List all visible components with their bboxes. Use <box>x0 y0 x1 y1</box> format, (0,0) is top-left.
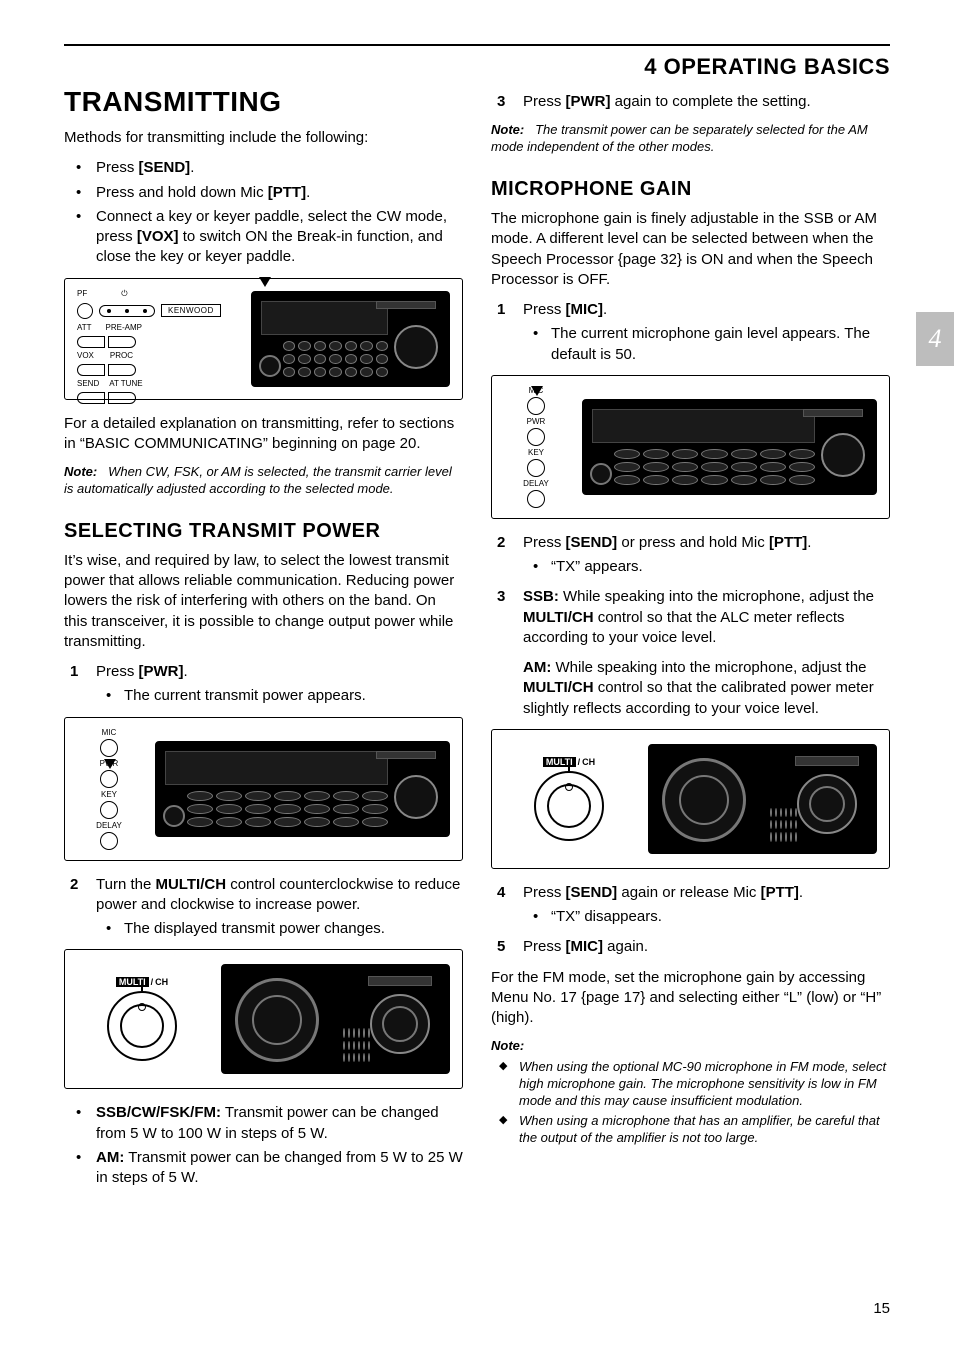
step-3: 3 Press [PWR] again to complete the sett… <box>491 92 890 112</box>
knob-column: MIC PWR KEY DELAY <box>504 386 568 508</box>
radio-diagram <box>251 291 450 387</box>
pwr-knob <box>527 428 545 446</box>
note-bottom-2: When using a microphone that has an ampl… <box>491 1113 890 1147</box>
delay-label: DELAY <box>523 479 549 488</box>
page-number: 15 <box>873 1300 890 1317</box>
mic-steps: 1 Press [MIC]. The current microphone ga… <box>491 300 890 365</box>
heading-select-power: SELECTING TRANSMIT POWER <box>64 520 463 543</box>
mic-step-1: 1 Press [MIC]. The current microphone ga… <box>491 300 890 365</box>
mic-step-2-sub: “TX” appears. <box>523 557 890 577</box>
figure-pwr-knobs: MIC PWR KEY DELAY <box>64 717 463 861</box>
front-panel-diagram: PF ⏻ KENWOOD ATT PRE-AMP VOX PROC <box>77 289 237 389</box>
right-step3: 3 Press [PWR] again to complete the sett… <box>491 92 890 112</box>
arrow-icon <box>531 386 543 396</box>
chapter-tab: 4 <box>916 312 954 366</box>
figure-multich: MULTI/CH <box>64 949 463 1089</box>
mic-knob <box>100 739 118 757</box>
select-power-intro: It’s wise, and required by law, to selec… <box>64 551 463 652</box>
title-transmitting: TRANSMITTING <box>64 86 463 118</box>
method-1: Press [SEND]. <box>64 158 463 178</box>
mic-step-3: 3 SSB: While speaking into the microphon… <box>491 587 890 719</box>
preamp-label: PRE-AMP <box>106 323 142 332</box>
send-attune-buttons <box>77 392 237 404</box>
radio-diagram-large <box>648 744 877 854</box>
mic-step-1-sub: The current microphone gain level appear… <box>523 324 890 365</box>
mic-label: MIC <box>102 728 117 737</box>
pwr-label: PWR <box>527 417 546 426</box>
left-column: TRANSMITTING Methods for transmitting in… <box>64 86 463 1198</box>
key-knob <box>100 801 118 819</box>
figure-front-panel: PF ⏻ KENWOOD ATT PRE-AMP VOX PROC <box>64 278 463 400</box>
top-rule <box>64 44 890 46</box>
after-fig1: For a detailed explanation on transmitti… <box>64 414 463 455</box>
fm-para: For the FM mode, set the microphone gain… <box>491 968 890 1029</box>
vox-label: VOX <box>77 351 94 360</box>
figure-multich-right: MULTI/CH <box>491 729 890 869</box>
mic-step-5: 5 Press [MIC] again. <box>491 937 890 957</box>
method-3: Connect a key or keyer paddle, select th… <box>64 207 463 268</box>
radio-diagram-large <box>221 964 450 1074</box>
step-2: 2 Turn the MULTI/CH control counterclock… <box>64 875 463 940</box>
methods-list: Press [SEND]. Press and hold down Mic [P… <box>64 158 463 267</box>
arrow-icon <box>104 759 116 769</box>
right-column: 3 Press [PWR] again to complete the sett… <box>491 86 890 1198</box>
delay-knob <box>527 490 545 508</box>
step-1: 1 Press [PWR]. The current transmit powe… <box>64 662 463 707</box>
heading-mic-gain: MICROPHONE GAIN <box>491 178 890 201</box>
attune-label: AT TUNE <box>109 379 142 388</box>
section-header: 4 OPERATING BASICS <box>64 54 890 80</box>
delay-knob <box>100 832 118 850</box>
mic-steps-3: 4 Press [SEND] again or release Mic [PTT… <box>491 883 890 958</box>
kenwood-badge: KENWOOD <box>161 304 221 317</box>
step-2-sub: The displayed transmit power changes. <box>96 919 463 939</box>
select-power-steps-2: 2 Turn the MULTI/CH control counterclock… <box>64 875 463 940</box>
send-label: SEND <box>77 379 99 388</box>
pf-label: PF <box>77 289 87 298</box>
proc-label: PROC <box>110 351 133 360</box>
key-knob <box>527 459 545 477</box>
mic-step-4-sub: “TX” disappears. <box>523 907 890 927</box>
note-cw-fsk-am: Note: When CW, FSK, or AM is selected, t… <box>64 464 463 498</box>
pf-bar <box>99 305 155 317</box>
mic-knob <box>527 397 545 415</box>
multich-knob <box>107 991 177 1061</box>
note-bottom-label: Note: <box>491 1038 890 1055</box>
step-1-sub: The current transmit power appears. <box>96 686 463 706</box>
multich-panel: MULTI/CH <box>77 977 207 1061</box>
key-label: KEY <box>101 790 117 799</box>
att-label: ATT <box>77 323 92 332</box>
vox-proc-buttons <box>77 364 237 376</box>
multich-panel: MULTI/CH <box>504 757 634 841</box>
radio-diagram <box>582 399 877 495</box>
radio-diagram <box>155 741 450 837</box>
power-note-ssb: SSB/CW/FSK/FM: Transmit power can be cha… <box>64 1103 463 1144</box>
note-am-power: Note: The transmit power can be separate… <box>491 122 890 156</box>
delay-label: DELAY <box>96 821 122 830</box>
figure-mic-knobs: MIC PWR KEY DELAY <box>491 375 890 519</box>
mic-steps-2: 2 Press [SEND] or press and hold Mic [PT… <box>491 533 890 719</box>
knob-column: MIC PWR KEY DELAY <box>77 728 141 850</box>
power-note-am: AM: Transmit power can be changed from 5… <box>64 1148 463 1189</box>
power-icon: ⏻ <box>121 289 127 299</box>
pwr-knob <box>100 770 118 788</box>
arrow-icon <box>259 277 271 287</box>
multich-knob <box>534 771 604 841</box>
note-bottom-1: When using the optional MC-90 microphone… <box>491 1059 890 1110</box>
att-preamp-buttons <box>77 336 237 348</box>
pf-knob <box>77 303 93 319</box>
power-notes: SSB/CW/FSK/FM: Transmit power can be cha… <box>64 1103 463 1188</box>
mic-gain-intro: The microphone gain is finely adjustable… <box>491 209 890 290</box>
method-2: Press and hold down Mic [PTT]. <box>64 183 463 203</box>
intro: Methods for transmitting include the fol… <box>64 128 463 148</box>
key-label: KEY <box>528 448 544 457</box>
mic-step-2: 2 Press [SEND] or press and hold Mic [PT… <box>491 533 890 578</box>
select-power-steps: 1 Press [PWR]. The current transmit powe… <box>64 662 463 707</box>
mic-step-4: 4 Press [SEND] again or release Mic [PTT… <box>491 883 890 928</box>
note-bottom-list: When using the optional MC-90 microphone… <box>491 1059 890 1146</box>
